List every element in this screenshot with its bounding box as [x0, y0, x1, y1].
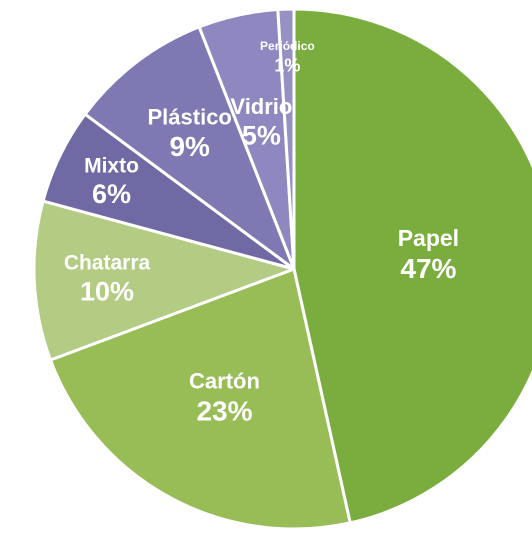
slice-value-plástico: 9%	[169, 131, 210, 162]
slice-label-vidrio: Vidrio	[230, 94, 292, 119]
slice-label-periódico: Periódico	[260, 39, 315, 53]
pie-slices	[32, 7, 532, 531]
slice-label-plástico: Plástico	[148, 105, 232, 130]
slice-label-mixto: Mixto	[84, 155, 139, 178]
pie-slice-chatarra	[32, 199, 296, 362]
slice-value-periódico: 1%	[274, 56, 300, 76]
slice-value-cartón: 23%	[196, 395, 252, 426]
pie-slice-cartón	[48, 267, 352, 531]
pie-slice-plástico	[83, 25, 296, 271]
slice-label-papel: Papel	[398, 225, 459, 251]
slice-label-chatarra: Chatarra	[64, 252, 151, 275]
pie-slice-periódico	[276, 7, 296, 271]
slice-value-papel: 47%	[400, 253, 456, 284]
slice-value-mixto: 6%	[92, 179, 131, 209]
pie-slice-papel	[292, 7, 532, 525]
slice-value-chatarra: 10%	[80, 276, 134, 306]
slice-label-cartón: Cartón	[189, 369, 260, 394]
slice-value-vidrio: 5%	[242, 121, 281, 151]
